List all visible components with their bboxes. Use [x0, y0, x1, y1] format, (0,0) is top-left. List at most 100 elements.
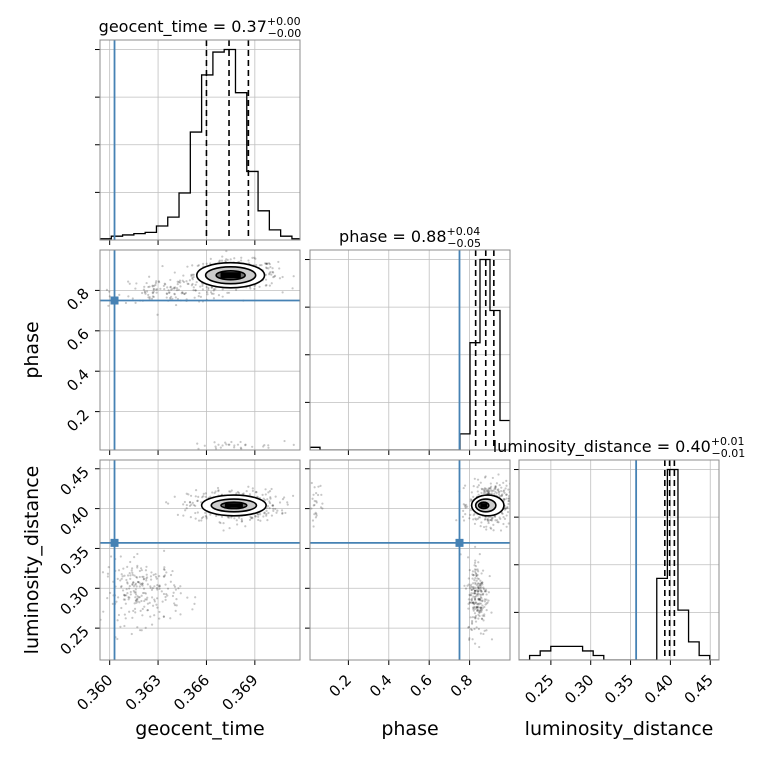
sample-point	[166, 587, 170, 590]
sample-point	[253, 256, 256, 259]
sample-point	[151, 604, 155, 607]
sample-point	[463, 584, 466, 587]
sample-point	[477, 598, 480, 601]
sample-point	[265, 262, 268, 265]
sample-point	[254, 257, 257, 260]
sample-point	[507, 497, 510, 500]
sample-point	[151, 292, 155, 295]
sample-point	[237, 491, 241, 495]
sample-point	[235, 288, 238, 291]
sample-point	[477, 588, 480, 591]
title-main: phase = 0.88	[339, 227, 446, 246]
truth-marker	[110, 538, 119, 547]
sample-point	[480, 606, 483, 609]
x-tick-label: 0.30	[561, 671, 597, 707]
sample-point	[501, 493, 504, 496]
sample-point	[486, 518, 489, 521]
sample-point	[194, 289, 197, 292]
sample-point	[163, 282, 166, 285]
sample-point	[227, 291, 231, 294]
sample-point	[160, 590, 163, 593]
sample-point	[191, 501, 194, 504]
sample-point	[187, 493, 190, 496]
sample-point	[150, 588, 154, 592]
sample-point	[474, 620, 478, 623]
sample-point	[164, 598, 167, 601]
sample-point	[473, 612, 477, 615]
sample-point	[148, 275, 151, 278]
title-sub: −0.05	[447, 237, 481, 250]
sample-point	[281, 512, 284, 515]
sample-point	[474, 576, 477, 580]
sample-point	[474, 572, 477, 575]
x-tick-label: 0.360	[73, 671, 116, 714]
sample-point	[212, 297, 216, 300]
sample-point	[503, 489, 506, 492]
sample-point	[192, 503, 196, 507]
sample-point	[165, 296, 168, 299]
sample-point	[485, 590, 488, 593]
sample-point	[170, 288, 173, 291]
sample-point	[121, 575, 124, 578]
sample-point	[472, 606, 475, 609]
sample-point	[158, 610, 161, 614]
sample-point	[481, 581, 484, 585]
sample-point	[173, 585, 177, 588]
sample-point	[480, 610, 483, 614]
sample-point	[507, 522, 510, 525]
x-tick-label: 0.369	[218, 671, 261, 714]
sample-point	[161, 264, 164, 268]
sample-point	[191, 264, 194, 267]
sample-point	[477, 561, 480, 564]
sample-point	[468, 601, 471, 604]
sample-point	[226, 291, 229, 294]
sample-point	[495, 482, 498, 485]
sample-point	[134, 591, 137, 594]
sample-point	[173, 293, 176, 296]
sample-point	[512, 506, 514, 508]
sample-point	[481, 583, 484, 586]
sample-point	[486, 518, 490, 521]
sample-point	[471, 616, 474, 619]
sample-point	[249, 287, 252, 290]
sample-point	[490, 516, 493, 520]
sample-point	[487, 591, 490, 594]
sample-point	[482, 525, 486, 529]
sample-point	[233, 257, 236, 260]
sample-point	[502, 516, 505, 519]
sample-point	[132, 581, 135, 584]
sample-point	[175, 598, 178, 601]
sample-point	[507, 499, 510, 502]
sample-point	[142, 587, 146, 590]
sample-point	[269, 496, 272, 499]
sample-point	[250, 517, 253, 520]
sample-point	[264, 488, 267, 491]
sample-point	[158, 584, 161, 587]
sample-point	[486, 601, 489, 604]
sample-point	[485, 593, 488, 596]
sample-point	[190, 284, 193, 287]
sample-point	[188, 279, 191, 282]
sample-point	[478, 597, 482, 601]
sample-point	[239, 440, 242, 444]
sample-point	[247, 485, 250, 488]
sample-point	[474, 616, 477, 619]
sample-point	[262, 515, 265, 518]
sample-point	[478, 599, 481, 602]
x-tick-label: 0.40	[641, 671, 677, 707]
sample-point	[486, 489, 489, 492]
sample-point	[462, 509, 465, 512]
sample-point	[266, 498, 269, 501]
sample-point	[479, 609, 482, 612]
sample-point	[116, 637, 119, 641]
sample-point	[107, 304, 110, 307]
sample-point	[472, 606, 475, 609]
sample-point	[170, 295, 173, 298]
sample-point	[476, 594, 479, 597]
sample-point	[209, 513, 212, 516]
sample-point	[140, 594, 143, 597]
sample-point	[487, 521, 490, 525]
sample-point	[275, 511, 278, 514]
sample-point	[219, 521, 222, 525]
sample-point	[134, 588, 137, 591]
